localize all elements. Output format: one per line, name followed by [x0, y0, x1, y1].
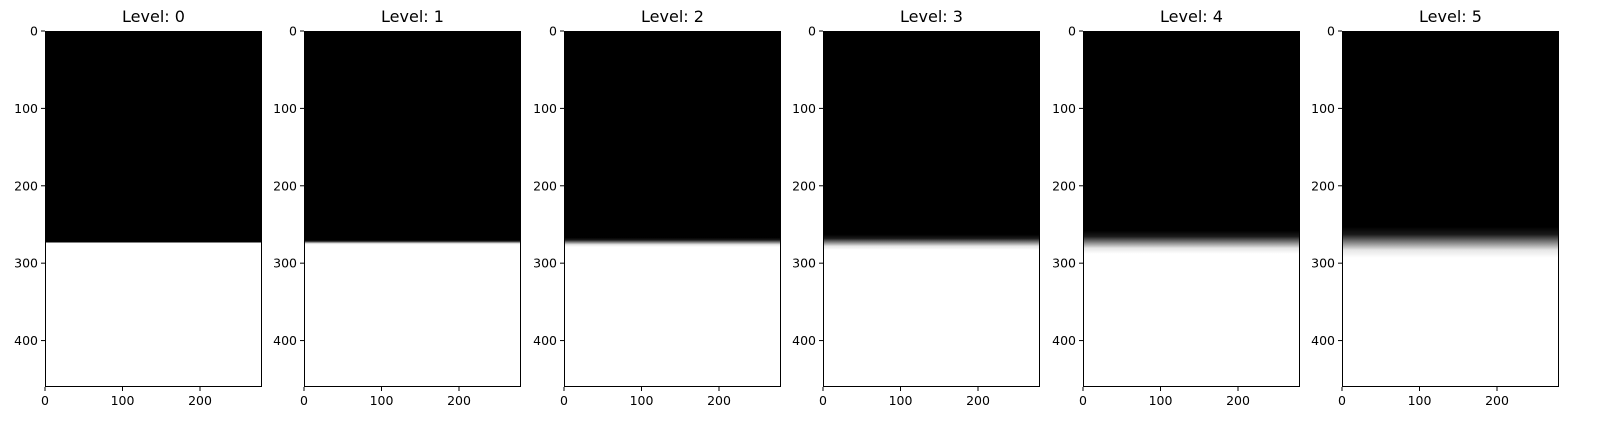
y-tick-label: 300	[273, 256, 297, 271]
x-tick-label: 100	[1149, 393, 1173, 408]
y-tick-label: 0	[1068, 24, 1076, 39]
y-tick-label: 100	[533, 101, 557, 116]
y-tick-label: 200	[14, 178, 38, 193]
y-tick-label: 0	[808, 24, 816, 39]
image-level-2	[564, 31, 781, 387]
y-tick-label: 200	[1052, 178, 1076, 193]
panel-level-5: Level: 5 0 100 200 300 400 0 100 200	[1311, 7, 1559, 408]
y-tick-label: 300	[14, 256, 38, 271]
panel-title: Level: 1	[381, 7, 444, 26]
y-tick-label: 0	[1327, 24, 1335, 39]
x-tick-label: 200	[966, 393, 990, 408]
x-tick-label: 0	[41, 393, 49, 408]
y-tick-label: 300	[1052, 256, 1076, 271]
panel-title: Level: 3	[900, 7, 963, 26]
panel-title: Level: 4	[1160, 7, 1223, 26]
y-tick-label: 100	[273, 101, 297, 116]
panel-level-3: Level: 3 0 100 200 300 400 0 100 200	[792, 7, 1040, 408]
panels: Level: 0 0 100 200 300 400 0 100 200 Level: 1 0 100…	[14, 7, 1559, 408]
x-tick-label: 200	[447, 393, 471, 408]
axes-frame	[45, 31, 262, 387]
x-tick-label: 200	[1226, 393, 1250, 408]
image-level-4	[1083, 31, 1300, 387]
y-tick-label: 400	[1311, 333, 1335, 348]
y-tick-label: 0	[549, 24, 557, 39]
panel-title: Level: 0	[122, 7, 185, 26]
y-tick-label: 400	[792, 333, 816, 348]
x-tick-label: 200	[707, 393, 731, 408]
y-tick-label: 200	[792, 178, 816, 193]
y-tick-label: 300	[1311, 256, 1335, 271]
y-tick-label: 300	[533, 256, 557, 271]
y-tick-label: 200	[533, 178, 557, 193]
image-level-5	[1342, 31, 1559, 387]
y-tick-label: 400	[533, 333, 557, 348]
x-tick-label: 100	[889, 393, 913, 408]
axes-frame	[304, 31, 521, 387]
axes-frame	[1083, 31, 1300, 387]
panel-level-2: Level: 2 0 100 200 300 400 0 100 200	[533, 7, 781, 408]
x-tick-label: 100	[370, 393, 394, 408]
y-tick-label: 400	[1052, 333, 1076, 348]
x-tick-label: 100	[111, 393, 135, 408]
y-tick-label: 0	[30, 24, 38, 39]
y-tick-label: 400	[273, 333, 297, 348]
x-tick-label: 200	[1485, 393, 1509, 408]
x-tick-label: 0	[1079, 393, 1087, 408]
x-tick-label: 0	[300, 393, 308, 408]
panel-level-4: Level: 4 0 100 200 300 400 0 100 200	[1052, 7, 1300, 408]
y-tick-label: 200	[1311, 178, 1335, 193]
panel-level-1: Level: 1 0 100 200 300 400 0 100 200	[273, 7, 521, 408]
axes-frame	[823, 31, 1040, 387]
x-tick-label: 0	[560, 393, 568, 408]
y-tick-label: 100	[14, 101, 38, 116]
y-tick-label: 200	[273, 178, 297, 193]
y-tick-label: 100	[1311, 101, 1335, 116]
x-tick-label: 0	[1338, 393, 1346, 408]
panel-title: Level: 2	[641, 7, 704, 26]
x-tick-label: 0	[819, 393, 827, 408]
image-level-1	[304, 31, 521, 387]
y-tick-label: 300	[792, 256, 816, 271]
x-tick-label: 100	[1408, 393, 1432, 408]
axes-frame	[564, 31, 781, 387]
panel-title: Level: 5	[1419, 7, 1482, 26]
y-tick-label: 100	[1052, 101, 1076, 116]
image-level-0	[45, 31, 262, 387]
x-tick-label: 200	[188, 393, 212, 408]
y-tick-label: 0	[289, 24, 297, 39]
axes-frame	[1342, 31, 1559, 387]
x-tick-label: 100	[630, 393, 654, 408]
y-tick-label: 400	[14, 333, 38, 348]
panel-level-0: Level: 0 0 100 200 300 400 0 100 200	[14, 7, 262, 408]
image-level-3	[823, 31, 1040, 387]
y-tick-label: 100	[792, 101, 816, 116]
